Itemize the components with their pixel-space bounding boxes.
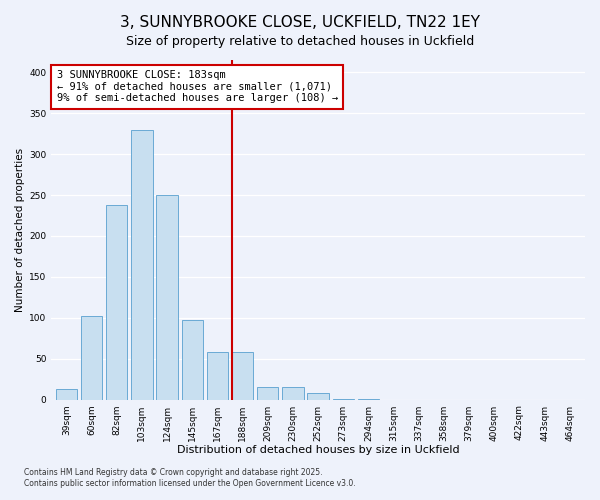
Bar [257,386,278,400]
X-axis label: Distribution of detached houses by size in Uckfield: Distribution of detached houses by size … [177,445,460,455]
Y-axis label: Number of detached properties: Number of detached properties [15,148,25,312]
Bar [358,399,379,400]
Bar [332,399,354,400]
Bar [56,389,77,400]
Bar [81,316,102,400]
Bar [207,352,228,400]
Bar [182,320,203,400]
Text: Size of property relative to detached houses in Uckfield: Size of property relative to detached ho… [126,35,474,48]
Text: 3, SUNNYBROOKE CLOSE, UCKFIELD, TN22 1EY: 3, SUNNYBROOKE CLOSE, UCKFIELD, TN22 1EY [120,15,480,30]
Bar [307,393,329,400]
Text: Contains HM Land Registry data © Crown copyright and database right 2025.
Contai: Contains HM Land Registry data © Crown c… [24,468,356,487]
Bar [282,386,304,400]
Bar [106,205,127,400]
Bar [232,352,253,400]
Bar [131,130,152,400]
Bar [157,195,178,400]
Text: 3 SUNNYBROOKE CLOSE: 183sqm
← 91% of detached houses are smaller (1,071)
9% of s: 3 SUNNYBROOKE CLOSE: 183sqm ← 91% of det… [56,70,338,103]
